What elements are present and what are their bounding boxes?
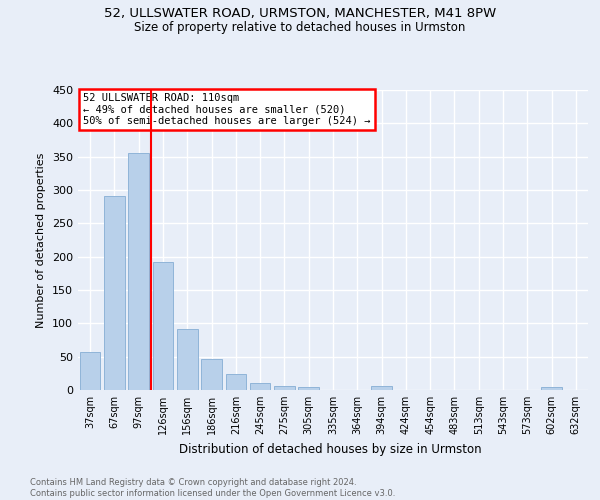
Text: 52 ULLSWATER ROAD: 110sqm
← 49% of detached houses are smaller (520)
50% of semi: 52 ULLSWATER ROAD: 110sqm ← 49% of detac…	[83, 93, 371, 126]
Bar	[226, 374, 246, 390]
Bar	[298, 386, 319, 390]
Bar	[541, 388, 562, 390]
Text: 52, ULLSWATER ROAD, URMSTON, MANCHESTER, M41 8PW: 52, ULLSWATER ROAD, URMSTON, MANCHESTER,…	[104, 8, 496, 20]
Text: Size of property relative to detached houses in Urmston: Size of property relative to detached ho…	[134, 21, 466, 34]
Bar	[201, 360, 222, 390]
Text: Contains HM Land Registry data © Crown copyright and database right 2024.
Contai: Contains HM Land Registry data © Crown c…	[30, 478, 395, 498]
Bar	[177, 330, 197, 390]
Y-axis label: Number of detached properties: Number of detached properties	[37, 152, 46, 328]
Text: Distribution of detached houses by size in Urmston: Distribution of detached houses by size …	[179, 442, 481, 456]
Bar	[250, 384, 271, 390]
Bar	[128, 154, 149, 390]
Bar	[274, 386, 295, 390]
Bar	[371, 386, 392, 390]
Bar	[80, 352, 100, 390]
Bar	[152, 262, 173, 390]
Bar	[104, 196, 125, 390]
